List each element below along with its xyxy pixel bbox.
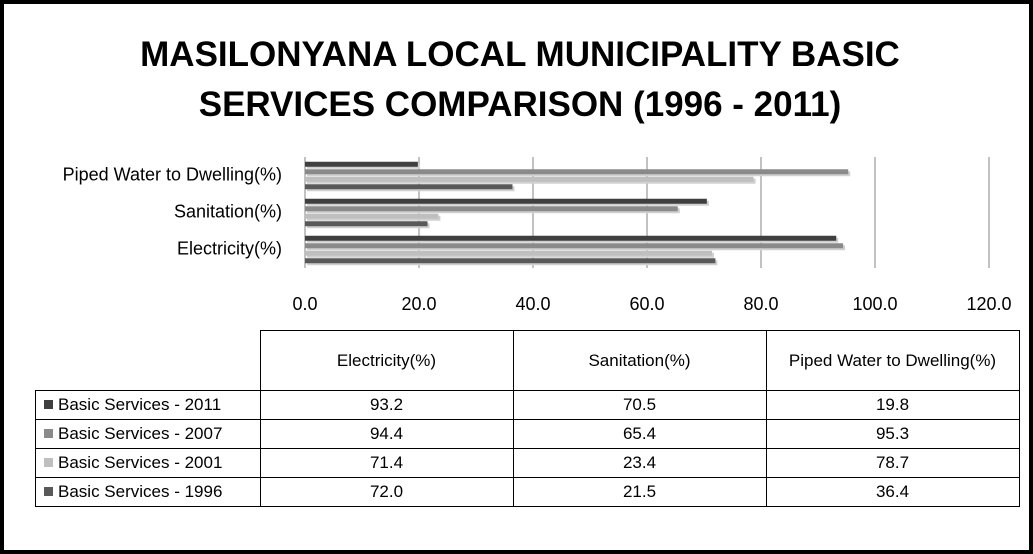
x-tick-label: 120.0 xyxy=(966,294,1011,314)
table-cell: 21.5 xyxy=(512,477,767,507)
legend-cell: Basic Services - 2007 xyxy=(35,419,261,449)
legend-label: Basic Services - 2011 xyxy=(58,395,222,414)
table-cell: 78.7 xyxy=(765,448,1020,478)
table-row: Basic Services - 2001 71.4 23.4 78.7 xyxy=(35,448,1020,478)
table-row: Basic Services - 1996 72.0 21.5 36.4 xyxy=(35,477,1020,507)
bar xyxy=(305,221,428,227)
legend-cell: Basic Services - 1996 xyxy=(35,477,261,507)
legend-key xyxy=(44,487,53,496)
table-cell: 71.4 xyxy=(259,448,514,478)
legend-cell: Basic Services - 2011 xyxy=(35,390,261,420)
legend-label: Basic Services - 2001 xyxy=(58,453,223,472)
bar xyxy=(305,250,712,256)
y-tick-label: Sanitation(%) xyxy=(174,201,282,221)
bar xyxy=(305,161,418,167)
table-cell: 94.4 xyxy=(259,419,514,449)
bar xyxy=(305,169,849,175)
bar xyxy=(305,213,439,219)
table-header: Electricity(%) xyxy=(259,330,514,391)
table-cell: 70.5 xyxy=(512,390,767,420)
table-cell: 36.4 xyxy=(765,477,1020,507)
y-tick-label: Piped Water to Dwelling(%) xyxy=(63,164,282,184)
x-tick-label: 20.0 xyxy=(401,294,436,314)
table-cell: 93.2 xyxy=(259,390,514,420)
table-row: Basic Services - 2011 93.2 70.5 19.8 xyxy=(35,390,1020,420)
x-tick-label: 100.0 xyxy=(852,294,897,314)
x-tick-label: 60.0 xyxy=(629,294,664,314)
legend-cell: Basic Services - 2001 xyxy=(35,448,261,478)
table-header: Piped Water to Dwelling(%) xyxy=(765,330,1020,391)
x-tick-label: 80.0 xyxy=(743,294,778,314)
legend-key xyxy=(44,429,53,438)
table-header: Sanitation(%) xyxy=(512,330,767,391)
legend-key xyxy=(44,400,53,409)
bar xyxy=(305,176,754,182)
data-table: Electricity(%) Sanitation(%) Piped Water t… xyxy=(35,330,1020,507)
table-cell: 23.4 xyxy=(512,448,767,478)
legend-key xyxy=(44,458,53,467)
table-cell: 72.0 xyxy=(259,477,514,507)
y-tick-label: Electricity(%) xyxy=(177,238,282,258)
table-cell: 65.4 xyxy=(512,419,767,449)
bar xyxy=(305,198,707,204)
bar xyxy=(305,184,513,190)
chart-title: MASILONYANA LOCAL MUNICIPALITY BASIC SER… xyxy=(140,35,900,124)
table-cell: 19.8 xyxy=(765,390,1020,420)
table-cell: 95.3 xyxy=(765,419,1020,449)
bar xyxy=(305,243,844,249)
table-row: Basic Services - 2007 94.4 65.4 95.3 xyxy=(35,419,1020,449)
legend-label: Basic Services - 2007 xyxy=(58,424,223,443)
x-tick-label: 40.0 xyxy=(515,294,550,314)
legend-label: Basic Services - 1996 xyxy=(58,482,223,501)
bar xyxy=(305,258,716,264)
chart: 0.0 20.0 40.0 60.0 80.0 100.0 120.0 Electricity… xyxy=(63,157,1012,314)
table-corner xyxy=(35,330,261,391)
bar xyxy=(305,235,837,241)
x-tick-label: 0.0 xyxy=(292,294,317,314)
bar xyxy=(305,206,678,212)
table-header-row: Electricity(%) Sanitation(%) Piped Water t… xyxy=(35,330,1020,391)
